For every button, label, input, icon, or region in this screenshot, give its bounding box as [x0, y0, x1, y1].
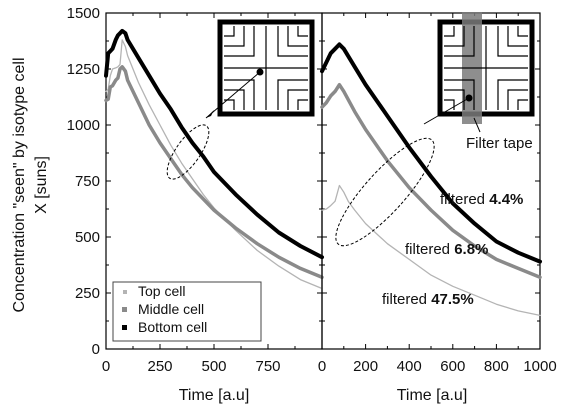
left-x-tick-label: 750	[255, 358, 280, 375]
right-inset-pointer	[423, 97, 470, 125]
right-cell-grid-inset	[423, 12, 535, 133]
y-tick-label: 750	[75, 173, 100, 190]
y-tick-label: 1500	[67, 5, 100, 22]
left-series-middle-cell-line	[104, 65, 324, 280]
legend-marker-top-cell	[123, 290, 127, 294]
legend-label-bottom-cell: Bottom cell	[138, 319, 207, 335]
legend: Top cell Middle cell Bottom cell	[112, 281, 262, 342]
left-series-bottom-cell-line	[104, 28, 324, 260]
left-plot-panel: 0 250 500 750 1000 1250 1500 0 250 500 750	[67, 5, 324, 375]
filter-tape-label: Filter tape	[466, 135, 533, 152]
y-axis-label-line1: Concentration "seen" by isotype cell	[11, 57, 28, 312]
left-inset-pointer	[205, 71, 261, 119]
annotation-filtered-47-5: filtered 47.5%	[382, 291, 474, 308]
legend-marker-bottom-cell	[122, 325, 127, 330]
left-x-tick-label: 0	[102, 358, 110, 375]
left-highlight-ellipse	[166, 124, 210, 180]
right-x-tick-label: 600	[440, 358, 465, 375]
right-highlight-ellipse	[335, 137, 435, 247]
legend-box	[112, 281, 262, 342]
filter-tape-pointer	[473, 117, 481, 133]
left-cell-grid-inset	[205, 19, 315, 119]
right-plot-panel: 0 200 400 600 800 1000	[318, 12, 557, 375]
right-series-filtered-4-4-line	[320, 42, 542, 264]
right-grid-lines-icon	[444, 26, 528, 110]
right-x-tick-label: 0	[318, 358, 326, 375]
right-x-tick-label: 1000	[523, 358, 556, 375]
y-axis-label-line2: X [suns]	[33, 156, 50, 214]
y-tick-label: 500	[75, 229, 100, 246]
annotation-filtered-4-4: filtered 4.4%	[440, 191, 523, 208]
legend-label-top-cell: Top cell	[138, 283, 185, 299]
legend-marker-middle-cell	[122, 307, 127, 312]
left-x-tick-label: 250	[147, 358, 172, 375]
left-x-tick-label: 500	[201, 358, 226, 375]
right-x-tick-label: 200	[353, 358, 378, 375]
left-x-axis-label: Time [a.u]	[179, 387, 250, 404]
y-tick-label: 1250	[67, 61, 100, 78]
y-tick-label: 1000	[67, 117, 100, 134]
legend-label-middle-cell: Middle cell	[138, 301, 204, 317]
right-x-tick-label: 800	[484, 358, 509, 375]
y-axis-label: Concentration "seen" by isotype cell X […	[11, 57, 50, 312]
right-series-filtered-6-8-line	[320, 82, 542, 280]
right-series-filtered-47-5-line	[321, 184, 541, 317]
y-tick-label: 250	[75, 285, 100, 302]
right-x-tick-label: 400	[397, 358, 422, 375]
y-tick-label: 0	[92, 341, 100, 358]
left-grid-lines-icon	[224, 26, 308, 110]
annotation-filtered-6-8: filtered 6.8%	[405, 241, 488, 258]
left-series-top-cell-line	[105, 39, 323, 290]
right-x-axis-label: Time [a.u]	[397, 387, 468, 404]
